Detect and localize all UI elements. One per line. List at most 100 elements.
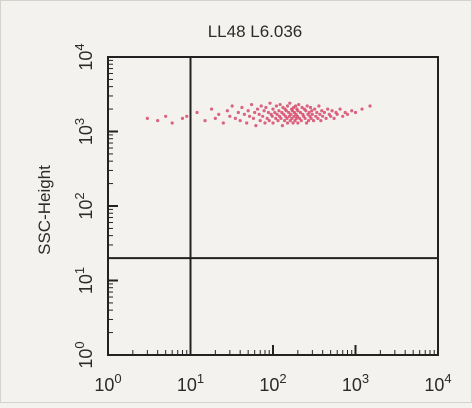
data-point xyxy=(185,114,189,118)
data-point xyxy=(266,110,271,115)
data-point xyxy=(326,107,330,111)
data-point xyxy=(277,109,281,113)
data-point xyxy=(225,109,229,113)
data-point xyxy=(288,119,292,123)
data-point xyxy=(296,109,300,113)
data-point xyxy=(253,110,257,115)
data-point xyxy=(284,109,288,113)
data-point xyxy=(267,119,271,123)
data-point xyxy=(289,112,293,116)
data-point xyxy=(368,104,372,108)
data-point xyxy=(195,110,199,115)
y-axis-label: SSC-Height xyxy=(35,165,54,255)
data-point xyxy=(263,121,267,125)
data-point xyxy=(310,109,314,113)
data-point xyxy=(285,121,290,125)
data-point xyxy=(292,114,296,118)
data-point xyxy=(297,102,301,107)
data-point xyxy=(156,119,160,123)
data-point xyxy=(303,116,307,120)
data-point xyxy=(291,121,295,125)
data-point xyxy=(203,119,207,123)
data-point xyxy=(254,124,258,128)
data-point xyxy=(273,110,277,115)
y-tick-label: 103 xyxy=(72,118,96,145)
data-point xyxy=(341,114,345,118)
y-tick-label: 104 xyxy=(72,43,96,70)
x-tick-label: 100 xyxy=(94,371,121,395)
data-point xyxy=(257,112,261,116)
data-point xyxy=(295,114,300,118)
data-point xyxy=(264,105,268,110)
data-point xyxy=(271,107,275,111)
x-tick-label: 101 xyxy=(177,371,204,395)
data-point xyxy=(321,114,325,118)
data-point xyxy=(317,104,321,108)
data-point xyxy=(268,101,272,105)
data-point xyxy=(261,114,265,118)
data-point xyxy=(304,109,308,113)
data-point xyxy=(343,110,347,115)
data-point xyxy=(288,101,292,105)
data-point xyxy=(285,116,289,120)
data-point xyxy=(316,116,320,120)
data-point xyxy=(274,104,279,108)
data-point xyxy=(247,114,252,118)
data-point xyxy=(249,102,254,107)
data-point xyxy=(240,105,244,110)
data-point xyxy=(310,112,314,116)
x-tick-label: 102 xyxy=(259,371,286,395)
data-point xyxy=(275,112,279,116)
data-point xyxy=(280,124,285,128)
data-point xyxy=(320,109,324,113)
data-point xyxy=(298,110,303,115)
data-point xyxy=(278,102,282,107)
data-point xyxy=(270,114,274,118)
chart-title: LL48 L6.036 xyxy=(208,22,303,41)
data-point xyxy=(322,110,327,115)
data-point xyxy=(308,105,313,110)
data-point xyxy=(338,107,342,111)
data-point xyxy=(353,110,358,115)
data-point xyxy=(335,112,339,116)
data-point xyxy=(233,116,237,120)
data-point xyxy=(345,112,350,116)
x-tick-label: 104 xyxy=(424,371,451,395)
data-point xyxy=(324,116,328,120)
data-point xyxy=(290,116,294,120)
data-point xyxy=(228,114,232,118)
data-point xyxy=(296,121,300,125)
data-point xyxy=(262,109,266,113)
data-point xyxy=(217,112,221,116)
data-point xyxy=(180,116,185,120)
data-point xyxy=(279,116,283,120)
data-point xyxy=(242,112,246,116)
data-point xyxy=(350,109,354,113)
data-point xyxy=(265,116,269,120)
data-point xyxy=(287,110,291,115)
data-point xyxy=(221,121,225,125)
data-point xyxy=(297,116,302,120)
data-point xyxy=(236,110,240,115)
data-point xyxy=(259,104,263,108)
data-point xyxy=(307,110,311,115)
data-point xyxy=(318,112,322,116)
data-point xyxy=(164,114,168,118)
data-point xyxy=(170,121,174,125)
data-point xyxy=(245,121,249,125)
data-point xyxy=(145,116,149,120)
data-point xyxy=(282,119,287,123)
data-point xyxy=(255,107,260,111)
data-point xyxy=(313,107,317,111)
data-point xyxy=(309,116,313,120)
data-point xyxy=(209,107,214,111)
data-point xyxy=(271,121,275,125)
data-point xyxy=(213,116,217,120)
data-point xyxy=(314,114,318,118)
y-tick-label: 100 xyxy=(72,341,96,368)
data-point xyxy=(246,109,250,113)
data-point xyxy=(315,110,319,115)
